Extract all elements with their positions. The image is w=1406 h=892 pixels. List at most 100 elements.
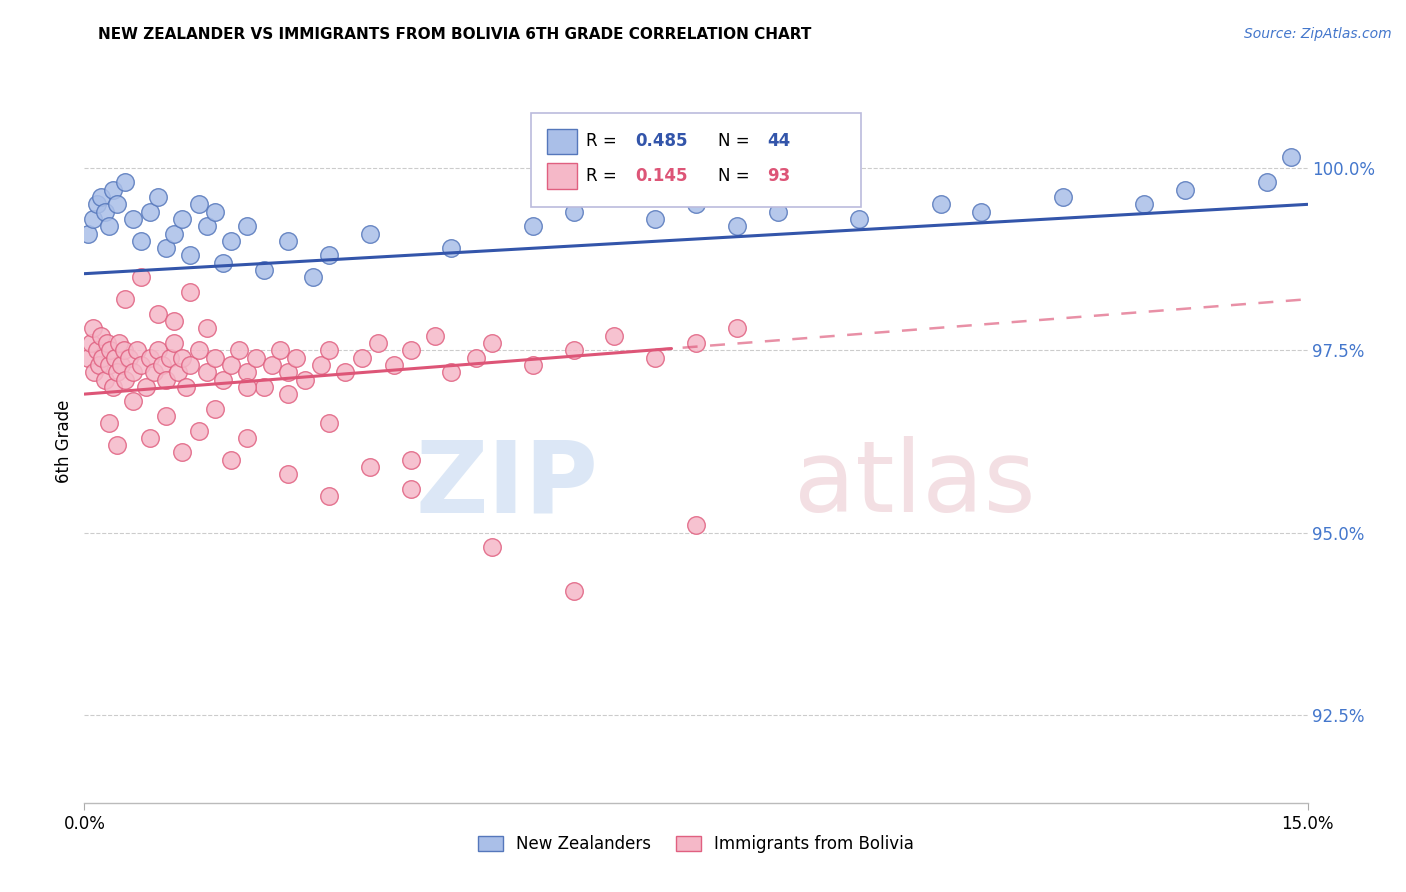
Point: [142, 365, 165, 379]
Text: 0.145: 0.145: [636, 167, 688, 185]
Point: [685, 518, 707, 533]
Point: [159, 351, 181, 365]
Point: [90, 328, 112, 343]
Text: Source: ZipAtlas.com: Source: ZipAtlas.com: [1244, 27, 1392, 41]
Point: [179, 285, 201, 299]
Point: [163, 227, 186, 241]
Point: [82, 211, 104, 226]
Point: [350, 351, 373, 365]
Point: [91, 351, 114, 365]
Point: [80, 336, 103, 351]
Point: [122, 394, 145, 409]
Point: [107, 336, 129, 351]
Legend: New Zealanders, Immigrants from Bolivia: New Zealanders, Immigrants from Bolivia: [471, 828, 921, 860]
Point: [685, 197, 707, 211]
Point: [146, 307, 169, 321]
FancyBboxPatch shape: [531, 112, 860, 207]
Point: [1256, 176, 1278, 190]
Point: [481, 541, 503, 555]
Point: [277, 467, 299, 482]
Point: [212, 256, 235, 270]
Point: [187, 343, 209, 358]
Point: [150, 358, 173, 372]
Point: [105, 197, 128, 211]
Point: [294, 372, 316, 386]
Point: [204, 204, 226, 219]
Point: [93, 204, 115, 219]
Text: 44: 44: [766, 132, 790, 151]
Point: [204, 351, 226, 365]
Point: [195, 365, 218, 379]
Point: [112, 343, 135, 358]
Point: [100, 343, 122, 358]
Point: [1052, 190, 1074, 204]
Point: [301, 270, 323, 285]
Point: [131, 358, 153, 372]
Point: [318, 248, 340, 262]
Point: [135, 380, 157, 394]
Point: [167, 365, 190, 379]
Point: [766, 204, 789, 219]
Point: [179, 248, 201, 262]
Text: NEW ZEALANDER VS IMMIGRANTS FROM BOLIVIA 6TH GRADE CORRELATION CHART: NEW ZEALANDER VS IMMIGRANTS FROM BOLIVIA…: [98, 27, 811, 42]
Point: [86, 197, 108, 211]
Point: [97, 358, 120, 372]
Point: [440, 241, 463, 255]
Point: [285, 351, 308, 365]
Point: [110, 358, 132, 372]
Point: [335, 365, 357, 379]
Point: [146, 190, 169, 204]
Point: [382, 358, 405, 372]
Point: [195, 219, 218, 234]
Point: [138, 351, 160, 365]
Point: [114, 372, 136, 386]
Point: [603, 328, 626, 343]
Point: [83, 365, 105, 379]
Point: [522, 358, 544, 372]
Point: [172, 211, 194, 226]
Point: [359, 227, 381, 241]
Point: [1174, 183, 1197, 197]
Point: [236, 219, 259, 234]
Point: [179, 358, 201, 372]
FancyBboxPatch shape: [547, 163, 578, 189]
Point: [131, 234, 153, 248]
Point: [114, 176, 136, 190]
Point: [228, 343, 250, 358]
Point: [440, 365, 463, 379]
Point: [1133, 197, 1156, 211]
Point: [219, 452, 242, 467]
Point: [146, 343, 169, 358]
Point: [101, 183, 124, 197]
Point: [131, 270, 153, 285]
Point: [187, 197, 209, 211]
Point: [685, 336, 707, 351]
Point: [105, 438, 128, 452]
Point: [97, 417, 120, 431]
Point: [155, 409, 177, 423]
Point: [122, 211, 145, 226]
Point: [86, 343, 108, 358]
Point: [101, 380, 124, 394]
Point: [122, 365, 145, 379]
Point: [807, 190, 830, 204]
Point: [399, 482, 422, 496]
Point: [562, 584, 585, 599]
Text: atlas: atlas: [794, 436, 1035, 533]
Point: [644, 351, 666, 365]
Point: [138, 431, 160, 445]
Point: [562, 343, 585, 358]
Text: 93: 93: [766, 167, 790, 185]
Point: [562, 204, 585, 219]
FancyBboxPatch shape: [547, 128, 578, 154]
Point: [253, 380, 276, 394]
Point: [163, 336, 186, 351]
Point: [318, 417, 340, 431]
Point: [423, 328, 446, 343]
Point: [929, 197, 952, 211]
Point: [155, 372, 177, 386]
Point: [105, 365, 128, 379]
Point: [245, 351, 267, 365]
Point: [1279, 150, 1302, 164]
Point: [219, 358, 242, 372]
